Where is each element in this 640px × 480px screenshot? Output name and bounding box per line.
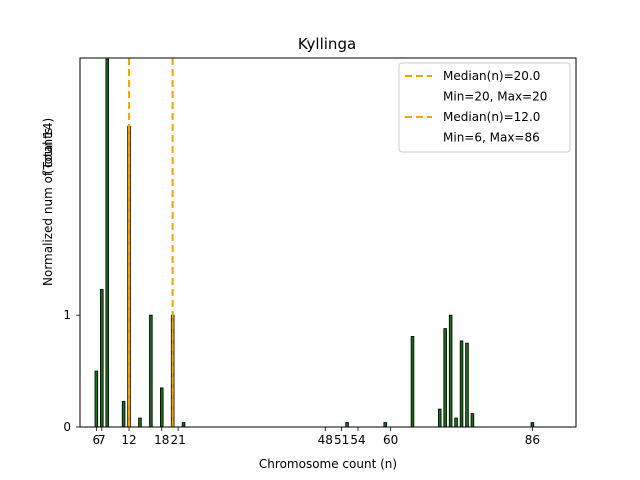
- legend-label-0: Median(n)=20.0: [443, 69, 540, 83]
- bar-green-70: [443, 328, 447, 428]
- x-tick-label-51: 51: [334, 433, 349, 447]
- bar-green-75: [470, 413, 475, 428]
- chart-title: Kyllinga: [298, 35, 356, 53]
- bar-green-11: [121, 400, 126, 428]
- x-tick-label-48: 48: [318, 433, 333, 447]
- median-lines-group: [128, 58, 174, 427]
- x-axis-label: Chromosome count (n): [259, 457, 397, 471]
- bar-green-71: [448, 314, 453, 428]
- x-tick-label-6: 6: [93, 433, 101, 447]
- bar-green-16: [149, 314, 153, 428]
- x-axis-ticks: 67 12 18 21 48 51 54 60 86: [93, 427, 540, 447]
- y-axis-label: Normalized num of counts: [41, 128, 55, 286]
- y-axis-total-note: (Total 14): [41, 118, 55, 174]
- legend: Median(n)=20.0 Min=20, Max=20 Median(n)=12…: [398, 62, 571, 153]
- x-tick-label-60: 60: [383, 433, 398, 447]
- legend-box: [398, 62, 571, 153]
- legend-label-2: Median(n)=12.0: [443, 110, 540, 124]
- bar-green-18: [159, 387, 164, 428]
- plot-frame: [79, 57, 577, 428]
- y-axis-ticks: 01: [63, 308, 80, 434]
- bar-green-14: [138, 417, 142, 428]
- x-tick-label-18: 18: [154, 433, 169, 447]
- x-tick-label-7: 7: [98, 433, 106, 447]
- bar-green-8: [105, 58, 110, 428]
- bar-green-64: [410, 336, 415, 428]
- bar-green-52: [345, 422, 349, 428]
- bar-green-69: [437, 408, 442, 428]
- y-tick-label-0: 0: [63, 420, 71, 434]
- y-tick-label-1: 1: [63, 308, 71, 322]
- bar-green-6: [94, 370, 99, 428]
- bar-green-59: [383, 422, 387, 428]
- x-tick-label-86: 86: [525, 433, 540, 447]
- bar-green-73: [459, 340, 464, 428]
- bar-green-72: [454, 417, 458, 428]
- x-tick-label-21: 21: [170, 433, 185, 447]
- legend-entries: Median(n)=20.0 Min=20, Max=20 Median(n)=12…: [405, 69, 547, 145]
- bar-green-7: [100, 289, 104, 428]
- legend-label-1: Min=20, Max=20: [443, 90, 547, 104]
- bar-green-86: [530, 422, 535, 428]
- bar-green-22: [181, 422, 186, 428]
- legend-label-3: Min=6, Max=86: [443, 131, 540, 145]
- x-tick-label-12: 12: [121, 433, 136, 447]
- x-tick-label-54: 54: [350, 433, 365, 447]
- bar-green-74: [465, 342, 469, 428]
